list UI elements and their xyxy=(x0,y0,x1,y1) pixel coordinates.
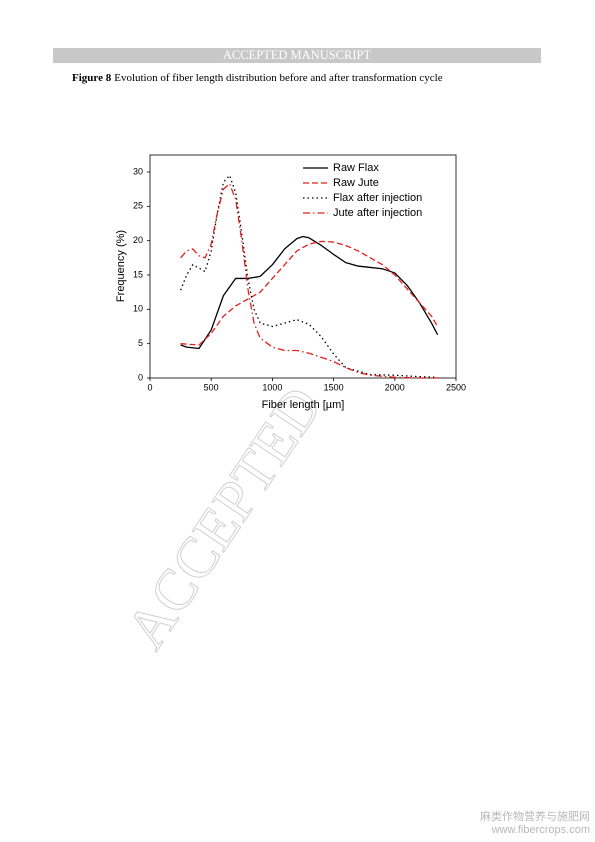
y-axis-label: Frequency (%) xyxy=(115,230,127,302)
y-tick-label: 10 xyxy=(133,304,143,314)
legend-label: Flax after injection xyxy=(333,192,422,204)
caption-label: Figure 8 xyxy=(72,72,112,84)
y-tick-label: 0 xyxy=(138,372,143,382)
x-tick-label: 1000 xyxy=(262,382,282,392)
y-tick-label: 15 xyxy=(133,269,143,279)
site-name: 麻类作物营养与施肥网 xyxy=(480,809,590,823)
x-tick-label: 0 xyxy=(147,382,152,392)
x-tick-label: 500 xyxy=(204,382,219,392)
x-tick-label: 1500 xyxy=(324,382,344,392)
legend-label: Raw Jute xyxy=(333,177,379,189)
series-line xyxy=(180,235,439,350)
x-axis-label: Fiber length [µm] xyxy=(262,399,345,411)
legend-label: Raw Flax xyxy=(333,162,379,174)
series-line xyxy=(180,183,438,379)
x-tick-label: 2500 xyxy=(446,382,466,392)
caption: Figure 8 Evolution of fiber length distri… xyxy=(72,72,443,84)
plot-frame xyxy=(149,154,457,379)
y-tick-label: 25 xyxy=(133,201,143,211)
legend-label: Jute after injection xyxy=(333,207,422,219)
header-bar xyxy=(53,48,541,63)
y-tick-label: 20 xyxy=(133,235,143,245)
y-tick-label: 30 xyxy=(133,166,143,176)
watermark: ACCEPTED xyxy=(113,375,334,660)
series-line xyxy=(180,240,439,346)
y-tick-label: 5 xyxy=(138,338,143,348)
series-line xyxy=(179,174,438,378)
site-url: www.fibercrops.com xyxy=(491,824,590,836)
header: ACCEPTED MANUSCRIPT xyxy=(223,48,372,62)
x-tick-label: 2000 xyxy=(385,382,405,392)
caption-text: Evolution of fiber length distribution b… xyxy=(114,72,442,84)
